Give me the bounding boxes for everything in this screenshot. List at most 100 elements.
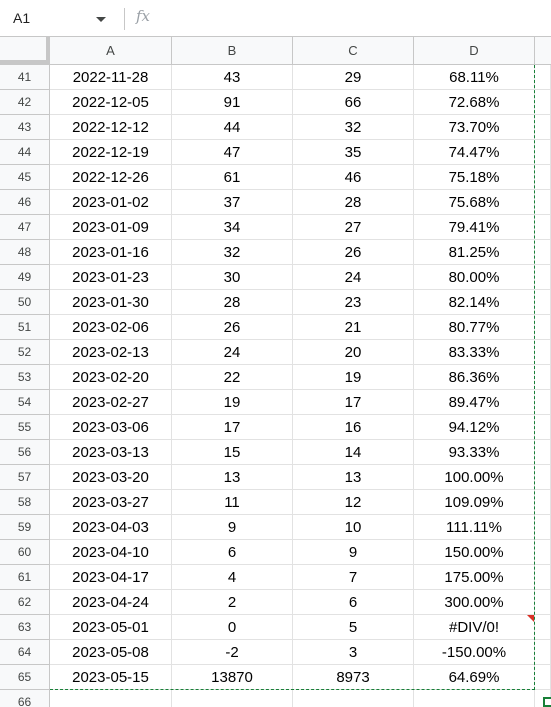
row-header[interactable]: 55 (0, 415, 50, 440)
cell-c[interactable]: 7 (293, 565, 414, 590)
cell-b[interactable]: 13 (172, 465, 293, 490)
row-header[interactable]: 50 (0, 290, 50, 315)
cell-e[interactable] (535, 490, 551, 515)
cell-c[interactable]: 35 (293, 140, 414, 165)
cell-e[interactable] (535, 215, 551, 240)
cell-c[interactable]: 13 (293, 465, 414, 490)
cell-e[interactable] (535, 540, 551, 565)
cell-e[interactable] (535, 365, 551, 390)
column-header-a[interactable]: A (50, 37, 172, 64)
cell-d[interactable]: 86.36% (414, 365, 535, 390)
row-header[interactable]: 64 (0, 640, 50, 665)
cell-b[interactable]: 24 (172, 340, 293, 365)
cell-d[interactable]: 68.11% (414, 65, 535, 90)
cell-d[interactable]: 89.47% (414, 390, 535, 415)
row-header[interactable]: 41 (0, 65, 50, 90)
explore-button[interactable] (543, 697, 551, 707)
cell-d[interactable]: 100.00% (414, 465, 535, 490)
select-all-corner[interactable] (0, 37, 50, 64)
row-header[interactable]: 66 (0, 690, 50, 707)
cell-b[interactable]: 91 (172, 90, 293, 115)
cell-a[interactable]: 2022-12-19 (50, 140, 172, 165)
cell-a[interactable]: 2023-01-30 (50, 290, 172, 315)
cell-d[interactable]: #DIV/0! (414, 615, 535, 640)
cell-d[interactable]: 80.77% (414, 315, 535, 340)
cell-b[interactable]: -2 (172, 640, 293, 665)
row-header[interactable]: 48 (0, 240, 50, 265)
cell-d[interactable]: 109.09% (414, 490, 535, 515)
row-header[interactable]: 44 (0, 140, 50, 165)
cell-b[interactable]: 13870 (172, 665, 293, 690)
cell-d[interactable]: 81.25% (414, 240, 535, 265)
cell-d[interactable]: 93.33% (414, 440, 535, 465)
cell-c[interactable]: 14 (293, 440, 414, 465)
cell-d[interactable]: 74.47% (414, 140, 535, 165)
cell-e[interactable] (535, 615, 551, 640)
cell-d[interactable]: 64.69% (414, 665, 535, 690)
cell-e[interactable] (535, 465, 551, 490)
cell-d[interactable]: 175.00% (414, 565, 535, 590)
cell-c[interactable]: 24 (293, 265, 414, 290)
cell-c[interactable]: 21 (293, 315, 414, 340)
cell-a[interactable] (50, 690, 172, 707)
cell-c[interactable]: 12 (293, 490, 414, 515)
cell-e[interactable] (535, 565, 551, 590)
cell-d[interactable]: 72.68% (414, 90, 535, 115)
cell-a[interactable]: 2023-04-17 (50, 565, 172, 590)
cell-b[interactable]: 9 (172, 515, 293, 540)
cell-b[interactable]: 32 (172, 240, 293, 265)
cell-e[interactable] (535, 590, 551, 615)
cell-e[interactable] (535, 140, 551, 165)
row-header[interactable]: 51 (0, 315, 50, 340)
row-header[interactable]: 54 (0, 390, 50, 415)
cell-a[interactable]: 2023-04-24 (50, 590, 172, 615)
cell-c[interactable]: 19 (293, 365, 414, 390)
row-header[interactable]: 61 (0, 565, 50, 590)
cell-d[interactable]: 82.14% (414, 290, 535, 315)
cell-a[interactable]: 2023-02-20 (50, 365, 172, 390)
cell-e[interactable] (535, 65, 551, 90)
cell-b[interactable]: 30 (172, 265, 293, 290)
cell-e[interactable] (535, 390, 551, 415)
cell-e[interactable] (535, 115, 551, 140)
row-header[interactable]: 60 (0, 540, 50, 565)
column-header-d[interactable]: D (414, 37, 535, 64)
cell-c[interactable]: 9 (293, 540, 414, 565)
row-header[interactable]: 53 (0, 365, 50, 390)
cell-b[interactable]: 26 (172, 315, 293, 340)
cell-d[interactable]: 75.18% (414, 165, 535, 190)
cell-c[interactable]: 17 (293, 390, 414, 415)
cell-e[interactable] (535, 165, 551, 190)
cell-b[interactable]: 0 (172, 615, 293, 640)
cell-b[interactable]: 15 (172, 440, 293, 465)
cell-a[interactable]: 2023-05-01 (50, 615, 172, 640)
cell-d[interactable]: 73.70% (414, 115, 535, 140)
cell-e[interactable] (535, 265, 551, 290)
cell-b[interactable]: 6 (172, 540, 293, 565)
cell-d[interactable]: 111.11% (414, 515, 535, 540)
cell-d[interactable]: 150.00% (414, 540, 535, 565)
cell-a[interactable]: 2023-03-13 (50, 440, 172, 465)
cell-a[interactable]: 2023-02-13 (50, 340, 172, 365)
row-header[interactable]: 46 (0, 190, 50, 215)
cell-e[interactable] (535, 290, 551, 315)
cell-b[interactable]: 37 (172, 190, 293, 215)
cell-c[interactable]: 28 (293, 190, 414, 215)
cell-a[interactable]: 2023-04-10 (50, 540, 172, 565)
cell-e[interactable] (535, 315, 551, 340)
cell-b[interactable]: 19 (172, 390, 293, 415)
row-header[interactable]: 62 (0, 590, 50, 615)
row-header[interactable]: 45 (0, 165, 50, 190)
cell-d[interactable]: -150.00% (414, 640, 535, 665)
cell-d[interactable]: 94.12% (414, 415, 535, 440)
column-header-c[interactable]: C (293, 37, 414, 64)
cell-c[interactable]: 16 (293, 415, 414, 440)
cell-b[interactable]: 4 (172, 565, 293, 590)
row-header[interactable]: 63 (0, 615, 50, 640)
row-header[interactable]: 56 (0, 440, 50, 465)
formula-input[interactable] (162, 4, 547, 32)
cell-c[interactable]: 32 (293, 115, 414, 140)
cell-b[interactable]: 17 (172, 415, 293, 440)
cell-e[interactable] (535, 190, 551, 215)
cell-e[interactable] (535, 440, 551, 465)
